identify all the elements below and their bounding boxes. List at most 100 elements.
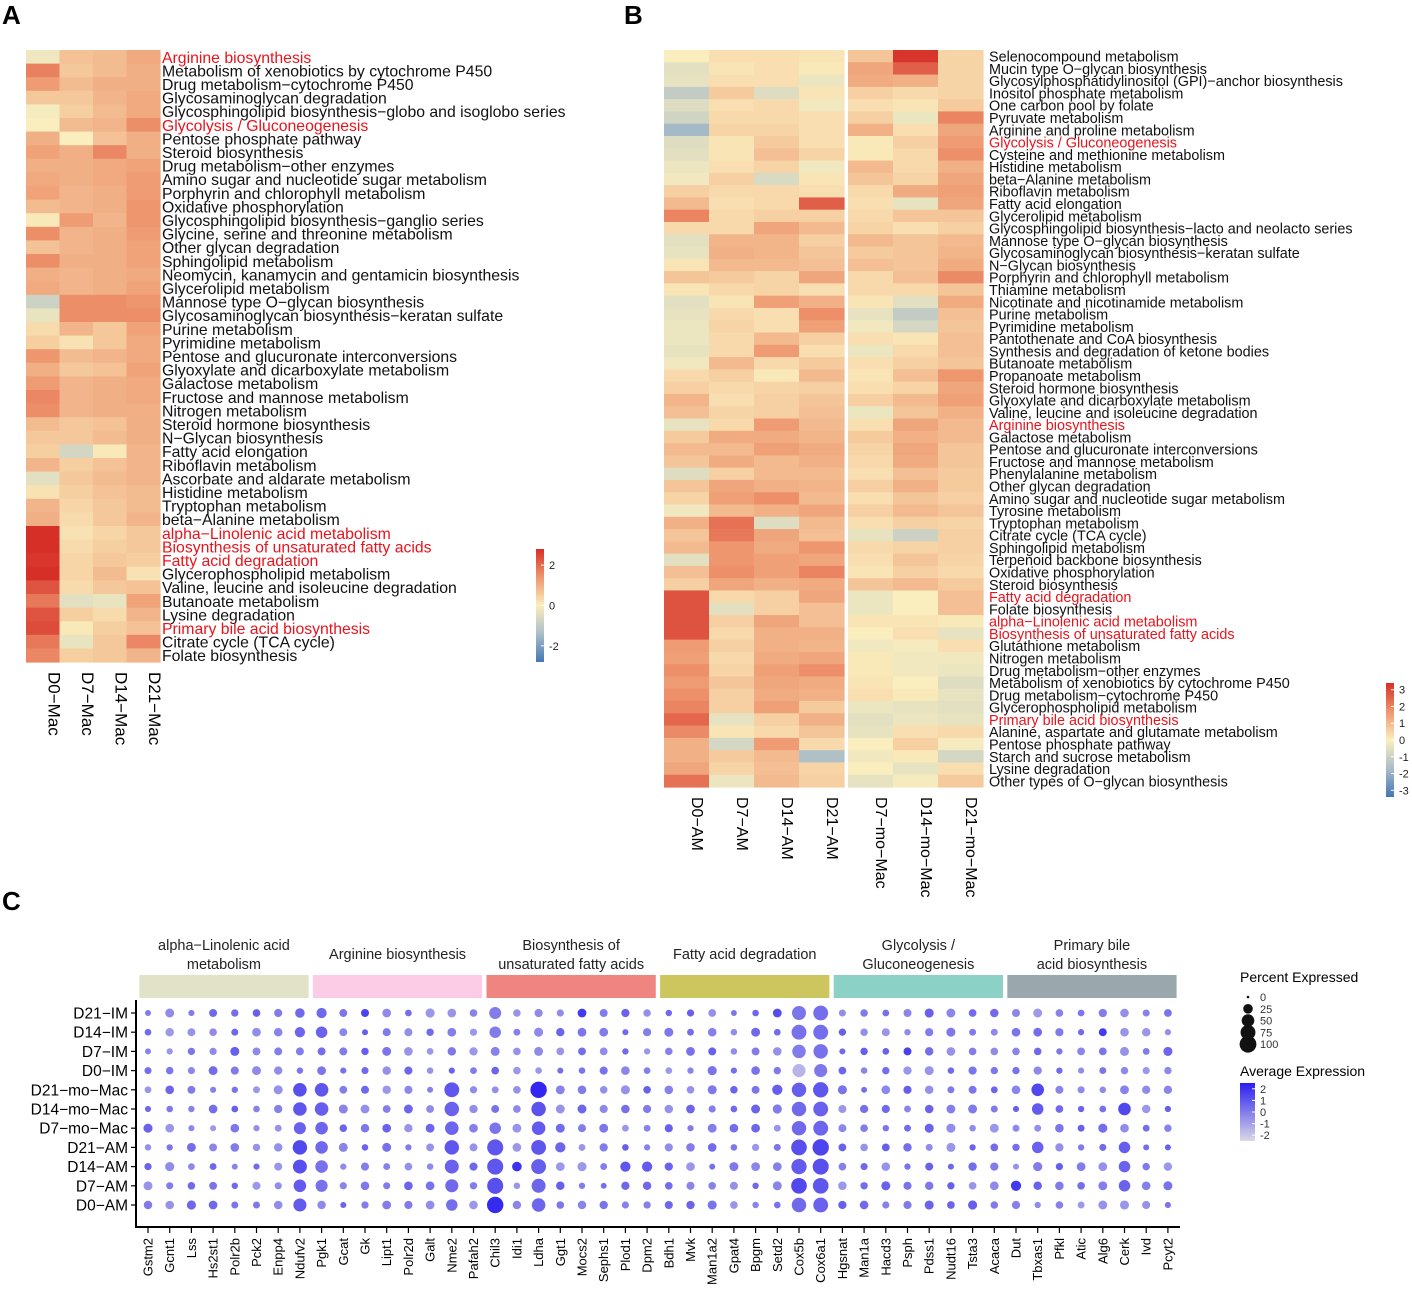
row-label: Riboflavin metabolism bbox=[989, 185, 1130, 201]
row-label: Galactose metabolism bbox=[162, 376, 318, 393]
heatmap-cell bbox=[664, 172, 710, 186]
dot bbox=[316, 1007, 327, 1019]
dot bbox=[187, 1047, 196, 1056]
heatmap-cell bbox=[938, 50, 984, 63]
dot bbox=[1055, 1028, 1064, 1037]
dot bbox=[1120, 1085, 1129, 1095]
dot bbox=[730, 1028, 738, 1036]
heatmap-cell bbox=[664, 123, 710, 137]
gene-label: Ndufv2 bbox=[292, 1238, 307, 1279]
dot bbox=[578, 1143, 586, 1151]
heatmap-cell bbox=[799, 332, 845, 346]
heatmap-cell bbox=[709, 283, 755, 297]
dot bbox=[664, 1181, 673, 1190]
row-label: Pentose and glucuronate interconversions bbox=[162, 349, 457, 366]
row-label: Fatty acid elongation bbox=[162, 444, 308, 461]
heatmap-cell bbox=[709, 271, 755, 284]
dot bbox=[404, 1028, 413, 1037]
dot bbox=[813, 1082, 829, 1098]
heatmap-cell bbox=[93, 322, 128, 337]
heatmap-cell bbox=[799, 148, 845, 162]
heatmap-cell bbox=[126, 118, 161, 133]
heatmap-cell bbox=[799, 578, 845, 592]
dot bbox=[426, 1067, 434, 1074]
heatmap-cell bbox=[754, 418, 800, 432]
heatmap-cell bbox=[709, 774, 755, 788]
heatmap-cell bbox=[799, 651, 845, 665]
dot bbox=[946, 1104, 956, 1114]
heatmap-cell bbox=[938, 627, 984, 641]
gene-label: Pcyt2 bbox=[1160, 1238, 1175, 1271]
row-label: Pentose phosphate pathway bbox=[989, 737, 1171, 753]
dot bbox=[210, 1086, 217, 1093]
row-label: Sphingolipid metabolism bbox=[162, 254, 333, 271]
dot bbox=[555, 1142, 566, 1153]
heatmap-cell bbox=[709, 639, 755, 653]
heatmap-cell bbox=[893, 492, 939, 506]
dot bbox=[253, 1105, 260, 1113]
heatmap-cell bbox=[938, 504, 984, 518]
heatmap-cell bbox=[664, 148, 710, 162]
heatmap-cell bbox=[664, 381, 710, 395]
dot bbox=[881, 1181, 891, 1191]
dot bbox=[1011, 1008, 1021, 1018]
heatmap-cell bbox=[126, 349, 161, 364]
gene-label: Plod1 bbox=[618, 1238, 633, 1271]
row-label: Glycosphingolipid biosynthesis−ganglio s… bbox=[162, 213, 484, 230]
heatmap-cell bbox=[893, 209, 939, 223]
gene-label: Tbxas1 bbox=[1030, 1238, 1045, 1281]
heatmap-cell bbox=[709, 50, 755, 63]
heatmap-cell bbox=[126, 77, 161, 92]
heatmap-cell bbox=[754, 357, 800, 370]
heatmap-cell bbox=[938, 344, 984, 358]
legend-tick-label: 2 bbox=[549, 560, 555, 572]
heatmap-cell bbox=[754, 160, 800, 174]
heatmap-cell bbox=[938, 701, 984, 714]
heatmap-cell bbox=[848, 332, 894, 346]
heatmap-cell bbox=[754, 737, 800, 751]
row-label: Primary bile acid biosynthesis bbox=[989, 713, 1179, 729]
dot bbox=[686, 1104, 695, 1114]
dot bbox=[813, 1101, 829, 1117]
dot bbox=[315, 1141, 328, 1154]
dot bbox=[968, 1104, 978, 1114]
dot bbox=[1077, 1029, 1085, 1036]
row-label: Histidine metabolism bbox=[162, 485, 308, 502]
dot bbox=[231, 1028, 239, 1036]
row-label: Arginine and proline metabolism bbox=[989, 123, 1195, 139]
heatmap-cell bbox=[93, 50, 128, 65]
heatmap-cell bbox=[938, 750, 984, 764]
dot bbox=[404, 1124, 413, 1133]
dot bbox=[730, 1067, 738, 1074]
heatmap-cell bbox=[59, 580, 94, 595]
heatmap-cell bbox=[59, 308, 94, 323]
gene-label: Cox5b bbox=[792, 1238, 807, 1276]
row-label: Glycerophospholipid metabolism bbox=[162, 567, 390, 584]
dot bbox=[621, 1066, 630, 1075]
heatmap-cell bbox=[754, 307, 800, 321]
dot bbox=[145, 1010, 151, 1016]
heatmap-cell bbox=[26, 458, 61, 473]
row-label: Glycerolipid metabolism bbox=[989, 209, 1142, 225]
row-label: Nicotinate and nicotinamide metabolism bbox=[989, 295, 1243, 311]
dot bbox=[1010, 1180, 1022, 1191]
size-legend-label: 100 bbox=[1260, 1039, 1278, 1051]
gene-label: Gcat bbox=[336, 1238, 351, 1266]
heatmap-cell bbox=[754, 541, 800, 555]
dot bbox=[730, 1010, 737, 1016]
dot bbox=[1033, 1162, 1043, 1172]
heatmap-cell bbox=[709, 74, 755, 88]
heatmap-cell bbox=[664, 750, 710, 764]
dot bbox=[253, 1163, 260, 1170]
heatmap-cell bbox=[664, 578, 710, 592]
heatmap-cell bbox=[893, 627, 939, 641]
heatmap-cell bbox=[938, 148, 984, 162]
dot bbox=[513, 1085, 521, 1094]
dot bbox=[599, 1086, 608, 1094]
heatmap-cell bbox=[126, 539, 161, 554]
dot bbox=[860, 1028, 868, 1036]
dot bbox=[1077, 1181, 1085, 1190]
size-legend-label: 25 bbox=[1260, 1004, 1272, 1016]
heatmap-cell bbox=[938, 492, 984, 506]
heatmap-cell bbox=[799, 688, 845, 702]
